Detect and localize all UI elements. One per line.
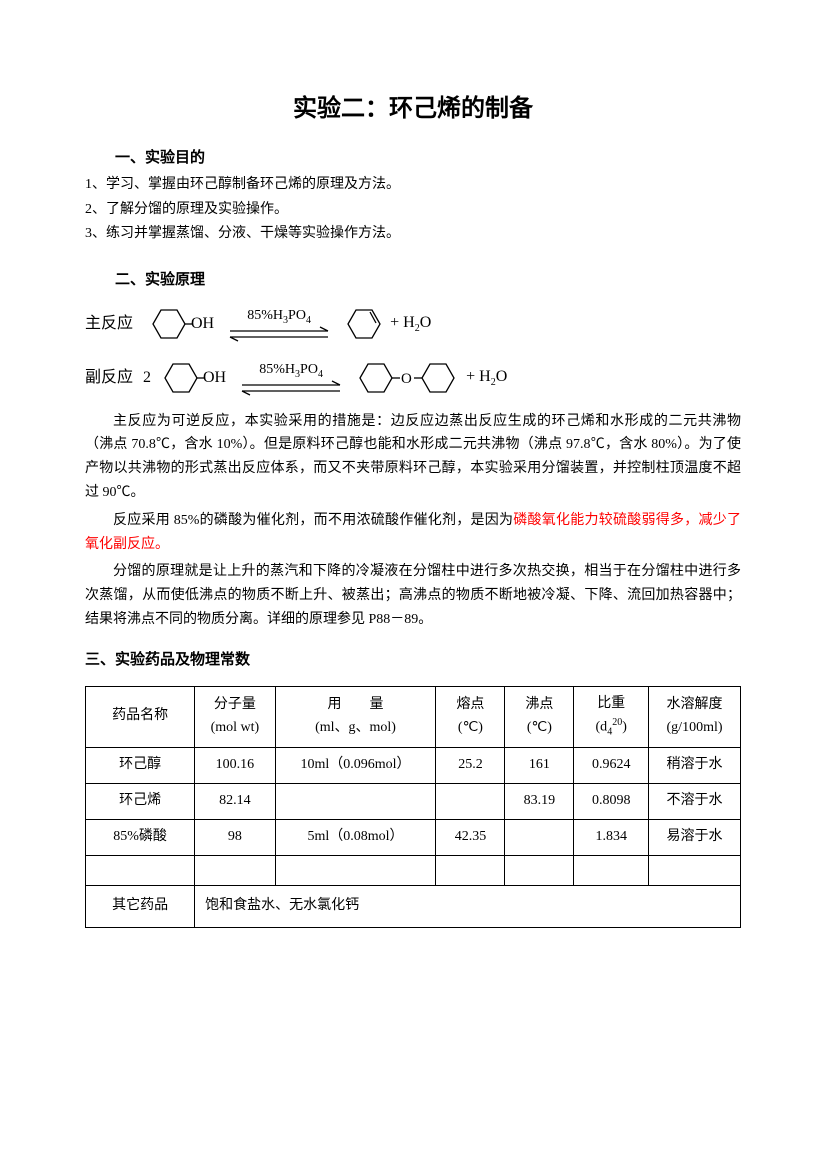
catalyst-label-2: 85%H3PO4 xyxy=(259,359,323,383)
svg-text:O: O xyxy=(401,371,412,387)
coefficient-2: 2 xyxy=(143,365,151,391)
other-reagents-label: 其它药品 xyxy=(86,885,195,927)
oh-label: OH xyxy=(191,311,214,337)
table-row: 环己醇 100.16 10ml（0.096mol） 25.2 161 0.962… xyxy=(86,747,741,783)
principle-para-1: 主反应为可逆反应，本实验采用的措施是：边反应边蒸出反应生成的环己烯和水形成的二元… xyxy=(85,410,741,505)
table-row: 85%磷酸 98 5ml（0.08mol） 42.35 1.834 易溶于水 xyxy=(86,819,741,855)
dicyclohexyl-ether-icon: O xyxy=(352,356,462,400)
principle-para-3: 分馏的原理就是让上升的蒸汽和下降的冷凝液在分馏柱中进行多次热交换，相当于在分馏柱… xyxy=(85,560,741,631)
side-reaction: 副反应 2 OH 85%H3PO4 O + H2O xyxy=(85,356,741,400)
objective-3: 3、练习并掌握蒸馏、分液、干燥等实验操作方法。 xyxy=(85,223,741,245)
plus-h2o-2: + H2O xyxy=(466,364,507,391)
reagents-table: 药品名称 分子量(mol wt) 用 量(ml、g、mol) 熔点(℃) 沸点(… xyxy=(85,686,741,928)
other-reagents-value: 饱和食盐水、无水氯化钙 xyxy=(195,885,741,927)
table-row xyxy=(86,855,741,885)
equilibrium-arrow: 85%H3PO4 xyxy=(224,305,334,343)
col-sol: 水溶解度(g/100ml) xyxy=(649,686,741,747)
section-1-heading: 一、实验目的 xyxy=(85,146,741,170)
document-title: 实验二：环己烯的制备 xyxy=(85,90,741,128)
oh-label-2: OH xyxy=(203,365,226,391)
section-2-heading: 二、实验原理 xyxy=(85,268,741,292)
col-sg: 比重(d420) xyxy=(574,686,649,747)
table-other-row: 其它药品 饱和食盐水、无水氯化钙 xyxy=(86,885,741,927)
col-bp: 沸点(℃) xyxy=(505,686,574,747)
main-reaction: 主反应 OH 85%H3PO4 + H2O xyxy=(85,302,741,346)
cyclohexanol-icon xyxy=(143,302,193,346)
plus-h2o: + H2O xyxy=(390,310,431,337)
catalyst-label: 85%H3PO4 xyxy=(247,305,311,329)
main-reaction-label: 主反应 xyxy=(85,311,135,337)
cyclohexanol-icon-2 xyxy=(155,356,205,400)
section-3-heading: 三、实验药品及物理常数 xyxy=(85,648,741,672)
col-mp: 熔点(℃) xyxy=(436,686,505,747)
col-name: 药品名称 xyxy=(86,686,195,747)
side-reaction-label: 副反应 xyxy=(85,365,135,391)
principle-para-2: 反应采用 85%的磷酸为催化剂，而不用浓硫酸作催化剂，是因为磷酸氧化能力较硫酸弱… xyxy=(85,509,741,557)
table-row: 环己烯 82.14 83.19 0.8098 不溶于水 xyxy=(86,783,741,819)
equilibrium-arrow-2: 85%H3PO4 xyxy=(236,359,346,397)
col-mw: 分子量(mol wt) xyxy=(195,686,275,747)
col-qty: 用 量(ml、g、mol) xyxy=(275,686,436,747)
objective-1: 1、学习、掌握由环己醇制备环己烯的原理及方法。 xyxy=(85,174,741,196)
objective-2: 2、了解分馏的原理及实验操作。 xyxy=(85,199,741,221)
cyclohexene-icon xyxy=(340,302,386,346)
table-header-row: 药品名称 分子量(mol wt) 用 量(ml、g、mol) 熔点(℃) 沸点(… xyxy=(86,686,741,747)
